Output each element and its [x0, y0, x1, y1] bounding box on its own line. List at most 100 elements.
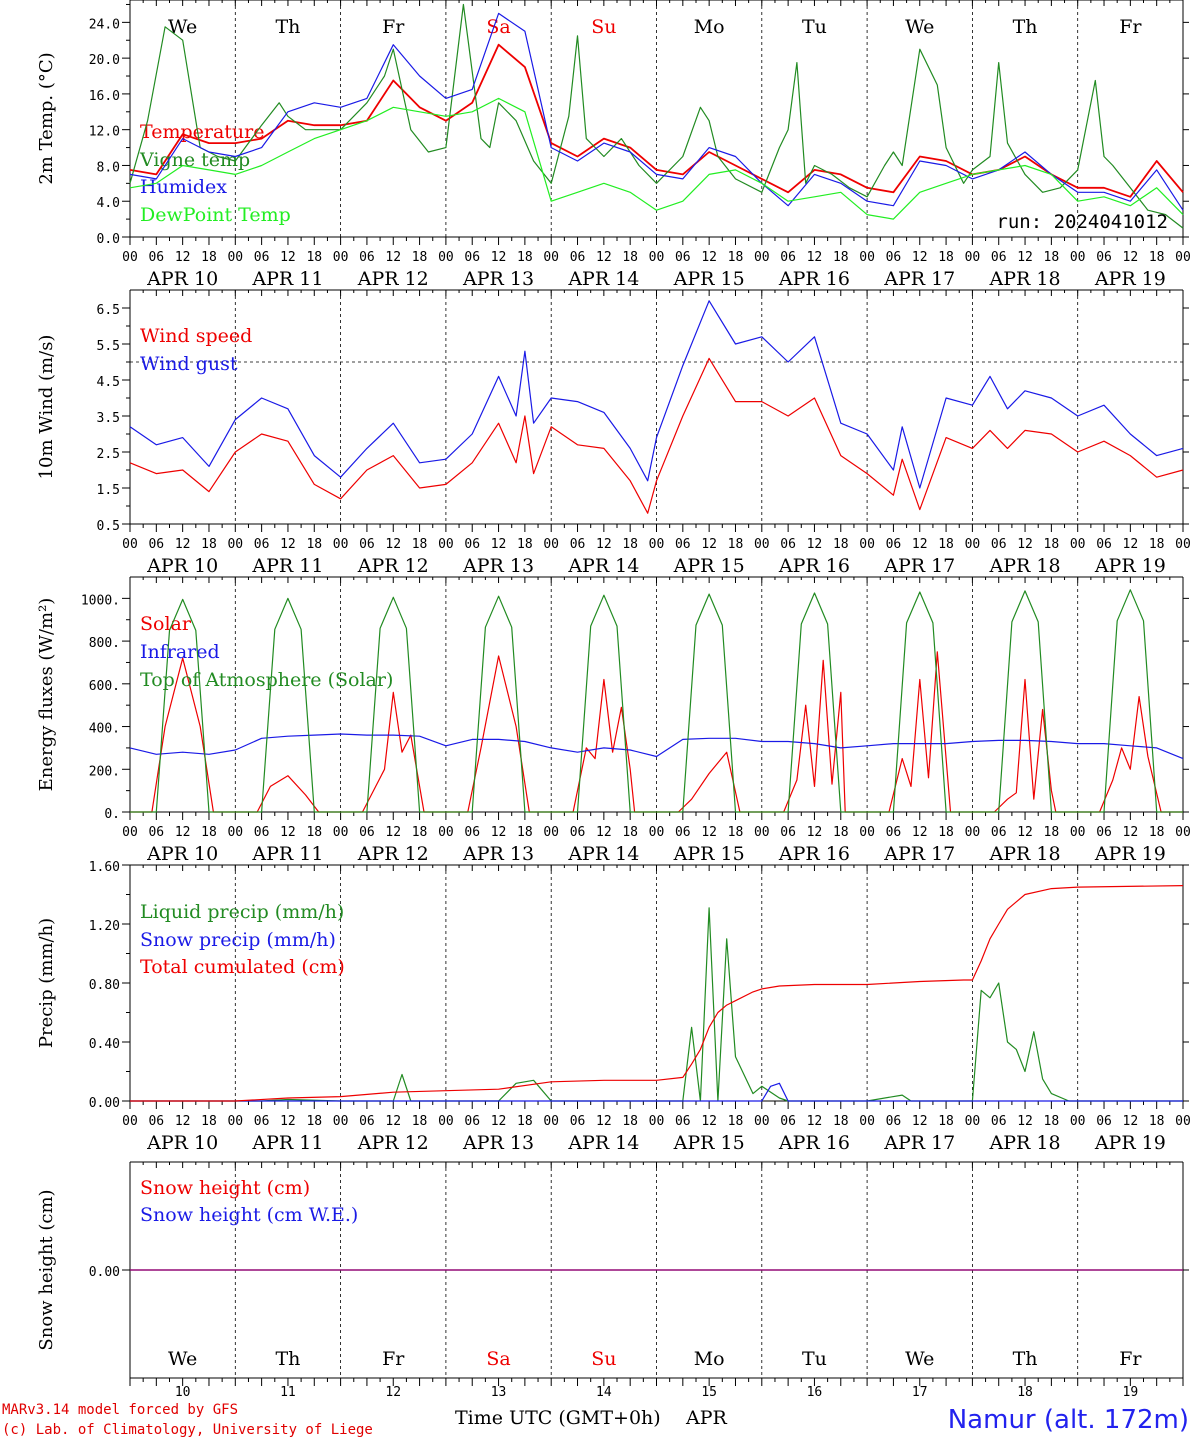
- x-tick-label: 00: [122, 537, 138, 552]
- x-tick-label: 12: [912, 537, 928, 552]
- x-tick-label: 18: [622, 825, 638, 840]
- date-label: APR 19: [1094, 843, 1166, 865]
- weekday-label: Mo: [694, 1348, 725, 1370]
- x-tick-label: 06: [570, 1114, 586, 1129]
- x-tick-label: 00: [1175, 1114, 1191, 1129]
- x-tick-label: 06: [675, 537, 691, 552]
- x-tick-label: 12: [912, 1114, 928, 1129]
- x-tick-label: 18: [938, 1114, 954, 1129]
- y-tick-label: 16.0: [89, 89, 120, 104]
- panel-2: 0.5 1.5 2.5 3.5 4.5 5.5 6.5 10m Wind (m/s) 00 06 1…: [36, 289, 1191, 577]
- x-tick-label: 06: [1096, 250, 1112, 265]
- x-tick-label: 06: [780, 825, 796, 840]
- weekday-label: Su: [591, 1348, 616, 1370]
- x-tick-label: 12: [1017, 537, 1033, 552]
- series-line-humidex: [129, 12, 1184, 211]
- x-tick-label: 06: [148, 250, 164, 265]
- date-label: APR 11: [251, 555, 323, 577]
- x-tick-label: 06: [991, 537, 1007, 552]
- y-tick-label: 4.0: [97, 196, 120, 211]
- y-tick-label: 400.: [89, 722, 120, 737]
- x-tick-label: 06: [464, 537, 480, 552]
- x-tick-label: 06: [464, 825, 480, 840]
- date-label: APR 10: [146, 1132, 218, 1154]
- x-tick-label: 06: [1096, 1114, 1112, 1129]
- date-label: APR 12: [357, 1132, 429, 1154]
- day-number-label: 10: [175, 1385, 191, 1400]
- date-label: APR 16: [778, 843, 850, 865]
- x-tick-label: 12: [175, 825, 191, 840]
- weekday-label: Tu: [802, 1348, 827, 1370]
- weekday-label: Fr: [382, 1348, 405, 1370]
- x-tick-label: 18: [517, 537, 533, 552]
- x-tick-label: 00: [649, 1114, 665, 1129]
- y-tick-label: 1000.: [81, 593, 120, 608]
- series-line-snow-precip-mm-h-: [130, 1082, 1183, 1102]
- x-tick-label: 18: [201, 537, 217, 552]
- legend-entry: Humidex: [140, 176, 227, 198]
- x-tick-label: 12: [701, 825, 717, 840]
- x-tick-label: 12: [596, 825, 612, 840]
- x-tick-label: 18: [728, 537, 744, 552]
- date-label: APR 14: [567, 555, 639, 577]
- date-label: APR 12: [357, 268, 429, 290]
- weekday-label: Th: [1013, 16, 1038, 38]
- legend-entry: Total cumulated (cm): [140, 956, 345, 978]
- x-tick-label: 00: [859, 825, 875, 840]
- x-tick-label: 18: [833, 537, 849, 552]
- x-tick-label: 00: [438, 1114, 454, 1129]
- x-tick-label: 00: [227, 825, 243, 840]
- x-tick-label: 18: [1044, 1114, 1060, 1129]
- weekday-label: We: [905, 16, 934, 38]
- x-tick-label: 06: [254, 1114, 270, 1129]
- x-tick-label: 00: [1070, 250, 1086, 265]
- x-tick-label: 00: [543, 825, 559, 840]
- panel-1: 0.0 4.0 8.0 12.0 16.0 20.0 24.0 2m Temp. (°C) 00…: [36, 0, 1191, 290]
- legend-entry: Top of Atmosphere (Solar): [140, 669, 393, 691]
- weekday-label: We: [905, 1348, 934, 1370]
- y-tick-label: 0.5: [97, 519, 120, 534]
- date-label: APR 17: [883, 555, 955, 577]
- x-axis-month: APR: [685, 1407, 728, 1429]
- date-label: APR 15: [673, 268, 745, 290]
- station-name: Namur (alt. 172m): [948, 1405, 1189, 1435]
- date-label: APR 11: [251, 268, 323, 290]
- x-tick-label: 12: [807, 1114, 823, 1129]
- date-label: APR 16: [778, 555, 850, 577]
- legend-entry: Solar: [140, 613, 192, 635]
- y-tick-label: 24.0: [89, 17, 120, 32]
- x-tick-label: 18: [201, 250, 217, 265]
- legend-entry: Snow height (cm): [140, 1177, 310, 1199]
- x-tick-label: 00: [227, 250, 243, 265]
- legend-entry: Wind speed: [140, 325, 252, 347]
- x-tick-label: 12: [912, 250, 928, 265]
- weekday-label: Sa: [486, 1348, 510, 1370]
- x-tick-label: 18: [412, 825, 428, 840]
- x-tick-label: 18: [938, 825, 954, 840]
- x-tick-label: 12: [1123, 1114, 1139, 1129]
- y-tick-label: 0.00: [89, 1265, 120, 1280]
- x-tick-label: 12: [491, 537, 507, 552]
- weekday-label: Th: [1013, 1348, 1038, 1370]
- date-label: APR 18: [989, 555, 1061, 577]
- legend-entry: Snow precip (mm/h): [140, 929, 336, 951]
- x-tick-label: 06: [675, 1114, 691, 1129]
- date-label: APR 16: [778, 268, 850, 290]
- date-label: APR 19: [1094, 268, 1166, 290]
- x-tick-label: 00: [438, 825, 454, 840]
- x-tick-label: 00: [438, 250, 454, 265]
- x-tick-label: 18: [1044, 250, 1060, 265]
- x-tick-label: 12: [912, 825, 928, 840]
- day-number-label: 18: [1017, 1385, 1033, 1400]
- x-tick-label: 06: [780, 537, 796, 552]
- y-tick-label: 12.0: [89, 125, 120, 140]
- x-tick-label: 12: [491, 1114, 507, 1129]
- x-tick-label: 00: [543, 537, 559, 552]
- x-tick-label: 18: [833, 825, 849, 840]
- day-number-label: 11: [280, 1385, 296, 1400]
- x-tick-label: 06: [359, 250, 375, 265]
- date-label: APR 19: [1094, 555, 1166, 577]
- y-tick-label: 1.5: [97, 483, 120, 498]
- x-tick-label: 06: [254, 537, 270, 552]
